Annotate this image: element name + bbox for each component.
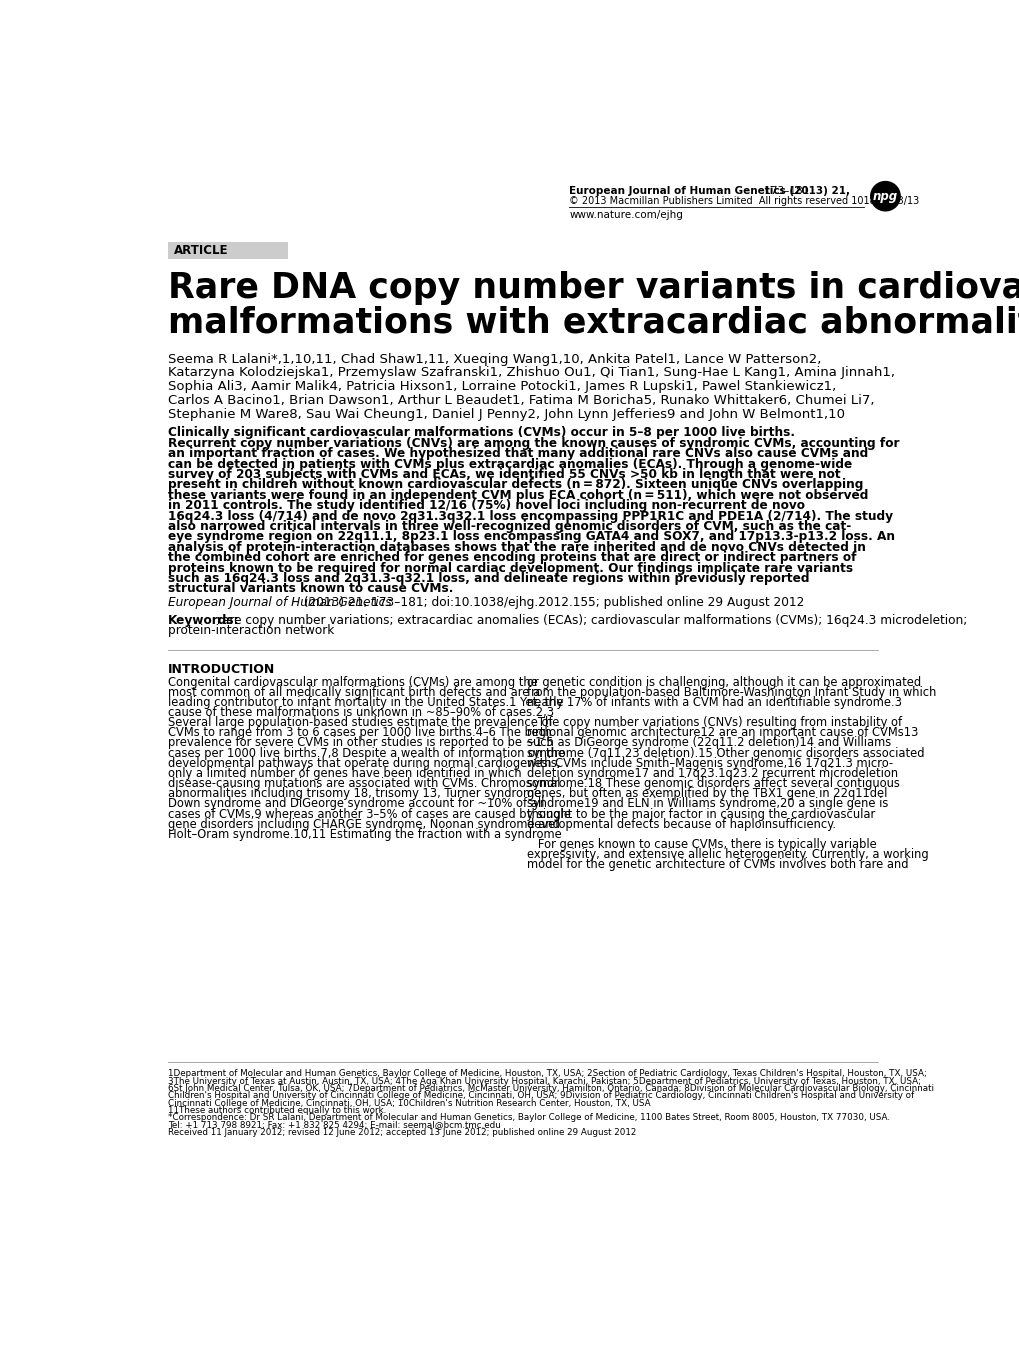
Text: Katarzyna Kolodziejska1, Przemyslaw Szafranski1, Zhishuo Ou1, Qi Tian1, Sung-Hae: Katarzyna Kolodziejska1, Przemyslaw Szaf… bbox=[168, 367, 894, 379]
Text: Sophia Ali3, Aamir Malik4, Patricia Hixson1, Lorraine Potocki1, James R Lupski1,: Sophia Ali3, Aamir Malik4, Patricia Hixs… bbox=[168, 381, 836, 393]
Text: syndrome (7q11.23 deletion).15 Other genomic disorders associated: syndrome (7q11.23 deletion).15 Other gen… bbox=[526, 746, 923, 760]
Text: Congenital cardiovascular malformations (CVMs) are among the: Congenital cardiovascular malformations … bbox=[168, 675, 537, 689]
Text: European Journal of Human Genetics: European Journal of Human Genetics bbox=[168, 595, 391, 609]
Text: such as DiGeorge syndrome (22q11.2 deletion)14 and Williams: such as DiGeorge syndrome (22q11.2 delet… bbox=[526, 737, 890, 750]
Text: For genes known to cause CVMs, there is typically variable: For genes known to cause CVMs, there is … bbox=[526, 839, 875, 851]
Text: regional genomic architecture12 are an important cause of CVMs13: regional genomic architecture12 are an i… bbox=[526, 726, 917, 739]
Text: expressivity, and extensive allelic heterogeneity. Currently, a working: expressivity, and extensive allelic hete… bbox=[526, 848, 927, 862]
Text: Keywords:: Keywords: bbox=[168, 614, 239, 626]
Text: thought to be the major factor in causing the cardiovascular: thought to be the major factor in causin… bbox=[526, 807, 874, 821]
Text: 6St John Medical Center, Tulsa, OK, USA; 7Department of Pediatrics, McMaster Uni: 6St John Medical Center, Tulsa, OK, USA;… bbox=[168, 1084, 932, 1093]
Text: nearly 17% of infants with a CVM had an identifiable syndrome.3: nearly 17% of infants with a CVM had an … bbox=[526, 696, 901, 709]
Text: ARTICLE: ARTICLE bbox=[174, 243, 228, 257]
Text: these variants were found in an independent CVM plus ECA cohort (n = 511), which: these variants were found in an independ… bbox=[168, 489, 867, 501]
Text: Tel: +1 713 798 8921; Fax: +1 832 825 4294; E-mail: seemal@bcm.tmc.edu: Tel: +1 713 798 8921; Fax: +1 832 825 42… bbox=[168, 1121, 500, 1129]
Text: Recurrent copy number variations (CNVs) are among the known causes of syndromic : Recurrent copy number variations (CNVs) … bbox=[168, 436, 899, 450]
Text: analysis of protein-interaction databases shows that the rare inherited and de n: analysis of protein-interaction database… bbox=[168, 541, 865, 553]
Text: Clinically significant cardiovascular malformations (CVMs) occur in 5–8 per 1000: Clinically significant cardiovascular ma… bbox=[168, 427, 794, 439]
Text: or genetic condition is challenging, although it can be approximated: or genetic condition is challenging, alt… bbox=[526, 675, 920, 689]
Text: disease-causing mutations are associated with CVMs. Chromosomal: disease-causing mutations are associated… bbox=[168, 777, 559, 790]
Text: Received 11 January 2012; revised 12 June 2012; accepted 13 June 2012; published: Received 11 January 2012; revised 12 Jun… bbox=[168, 1128, 636, 1137]
Text: most common of all medically significant birth defects and are a: most common of all medically significant… bbox=[168, 686, 539, 699]
Text: structural variants known to cause CVMs.: structural variants known to cause CVMs. bbox=[168, 583, 452, 595]
Text: gene disorders including CHARGE syndrome, Noonan syndrome and: gene disorders including CHARGE syndrome… bbox=[168, 818, 559, 830]
Text: malformations with extracardiac abnormalities: malformations with extracardiac abnormal… bbox=[168, 306, 1019, 340]
Text: 173–181: 173–181 bbox=[761, 186, 809, 196]
Circle shape bbox=[870, 182, 900, 211]
Text: genes, but often as exemplified by the TBX1 gene in 22q11del: genes, but often as exemplified by the T… bbox=[526, 787, 887, 800]
Text: *Correspondence: Dr SR Lalani, Department of Molecular and Human Genetics, Baylo: *Correspondence: Dr SR Lalani, Departmen… bbox=[168, 1113, 889, 1123]
Text: The copy number variations (CNVs) resulting from instability of: The copy number variations (CNVs) result… bbox=[526, 716, 901, 730]
Text: abnormalities including trisomy 18, trisomy 13, Turner syndrome,: abnormalities including trisomy 18, tris… bbox=[168, 787, 544, 800]
Text: © 2013 Macmillan Publishers Limited  All rights reserved 1018-4813/13: © 2013 Macmillan Publishers Limited All … bbox=[569, 196, 918, 205]
Text: European Journal of Human Genetics (2013) 21,: European Journal of Human Genetics (2013… bbox=[569, 186, 850, 196]
Text: eye syndrome region on 22q11.1, 8p23.1 loss encompassing GATA4 and SOX7, and 17p: eye syndrome region on 22q11.1, 8p23.1 l… bbox=[168, 530, 894, 544]
Text: Holt–Oram syndrome.10,11 Estimating the fraction with a syndrome: Holt–Oram syndrome.10,11 Estimating the … bbox=[168, 828, 561, 841]
Text: leading contributor to infant mortality in the United States.1 Yet, the: leading contributor to infant mortality … bbox=[168, 696, 562, 709]
Text: INTRODUCTION: INTRODUCTION bbox=[168, 663, 275, 677]
Text: 11These authors contributed equally to this work.: 11These authors contributed equally to t… bbox=[168, 1106, 385, 1114]
Text: also narrowed critical intervals in three well-recognized genomic disorders of C: also narrowed critical intervals in thre… bbox=[168, 520, 850, 533]
Text: in 2011 controls. The study identified 12/16 (75%) novel loci including non-recu: in 2011 controls. The study identified 1… bbox=[168, 499, 804, 512]
Text: 1Department of Molecular and Human Genetics, Baylor College of Medicine, Houston: 1Department of Molecular and Human Genet… bbox=[168, 1070, 926, 1079]
Text: proteins known to be required for normal cardiac development. Our findings impli: proteins known to be required for normal… bbox=[168, 561, 852, 575]
Text: www.nature.com/ejhg: www.nature.com/ejhg bbox=[569, 211, 683, 220]
Text: Several large population-based studies estimate the prevalence of: Several large population-based studies e… bbox=[168, 716, 552, 730]
Text: cause of these malformations is unknown in ~85–90% of cases.2,3: cause of these malformations is unknown … bbox=[168, 707, 553, 719]
Text: the combined cohort are enriched for genes encoding proteins that are direct or : the combined cohort are enriched for gen… bbox=[168, 552, 856, 564]
Text: Carlos A Bacino1, Brian Dawson1, Arthur L Beaudet1, Fatima M Boricha5, Runako Wh: Carlos A Bacino1, Brian Dawson1, Arthur … bbox=[168, 394, 873, 408]
Text: 3The University of Texas at Austin, Austin, TX, USA; 4The Aga Khan University Ho: 3The University of Texas at Austin, Aust… bbox=[168, 1076, 920, 1086]
Text: developmental pathways that operate during normal cardiogenesis,: developmental pathways that operate duri… bbox=[168, 757, 559, 769]
Text: Seema R Lalani*,1,10,11, Chad Shaw1,11, Xueqing Wang1,10, Ankita Patel1, Lance W: Seema R Lalani*,1,10,11, Chad Shaw1,11, … bbox=[168, 352, 820, 366]
Text: with CVMs include Smith–Magenis syndrome,16 17q21.3 micro-: with CVMs include Smith–Magenis syndrome… bbox=[526, 757, 892, 769]
Text: deletion syndrome17 and 17q23.1q23.2 recurrent microdeletion: deletion syndrome17 and 17q23.1q23.2 rec… bbox=[526, 766, 897, 780]
Text: cases per 1000 live births.7,8 Despite a wealth of information on the: cases per 1000 live births.7,8 Despite a… bbox=[168, 746, 565, 760]
FancyBboxPatch shape bbox=[168, 242, 287, 258]
Text: CVMs to range from 3 to 6 cases per 1000 live births.4–6 The birth: CVMs to range from 3 to 6 cases per 1000… bbox=[168, 726, 551, 739]
Text: can be detected in patients with CVMs plus extracardiac anomalies (ECAs). Throug: can be detected in patients with CVMs pl… bbox=[168, 458, 851, 470]
Text: Stephanie M Ware8, Sau Wai Cheung1, Daniel J Penny2, John Lynn Jefferies9 and Jo: Stephanie M Ware8, Sau Wai Cheung1, Dani… bbox=[168, 408, 844, 421]
Text: from the population-based Baltimore-Washington Infant Study in which: from the population-based Baltimore-Wash… bbox=[526, 686, 935, 699]
Text: npg: npg bbox=[872, 190, 897, 202]
Text: developmental defects because of haploinsufficiency.: developmental defects because of haploin… bbox=[526, 818, 835, 830]
Text: survey of 203 subjects with CVMs and ECAs, we identified 55 CNVs >50 kb in lengt: survey of 203 subjects with CVMs and ECA… bbox=[168, 467, 840, 481]
Text: cases of CVMs,9 whereas another 3–5% of cases are caused by single: cases of CVMs,9 whereas another 3–5% of … bbox=[168, 807, 571, 821]
Text: prevalence for severe CVMs in other studies is reported to be ~1.5: prevalence for severe CVMs in other stud… bbox=[168, 737, 552, 750]
Text: syndrome.18 These genomic disorders affect several contiguous: syndrome.18 These genomic disorders affe… bbox=[526, 777, 899, 790]
Text: syndrome19 and ELN in Williams syndrome,20 a single gene is: syndrome19 and ELN in Williams syndrome,… bbox=[526, 798, 888, 810]
Text: Cincinnati College of Medicine, Cincinnati, OH, USA; 10Children's Nutrition Rese: Cincinnati College of Medicine, Cincinna… bbox=[168, 1098, 650, 1108]
Text: an important fraction of cases. We hypothesized that many additional rare CNVs a: an important fraction of cases. We hypot… bbox=[168, 447, 867, 461]
Text: rare copy number variations; extracardiac anomalies (ECAs); cardiovascular malfo: rare copy number variations; extracardia… bbox=[213, 614, 966, 626]
Text: present in children without known cardiovascular defects (n = 872). Sixteen uniq: present in children without known cardio… bbox=[168, 478, 862, 492]
Text: model for the genetic architecture of CVMs involves both rare and: model for the genetic architecture of CV… bbox=[526, 859, 907, 871]
Text: only a limited number of genes have been identified in which: only a limited number of genes have been… bbox=[168, 766, 521, 780]
Text: 16q24.3 loss (4/714) and de novo 2q31.3q32.1 loss encompassing PPP1R1C and PDE1A: 16q24.3 loss (4/714) and de novo 2q31.3q… bbox=[168, 510, 892, 523]
Text: Down syndrome and DiGeorge syndrome account for ~10% of all: Down syndrome and DiGeorge syndrome acco… bbox=[168, 798, 544, 810]
Text: (2013) 21, 173–181; doi:10.1038/ejhg.2012.155; published online 29 August 2012: (2013) 21, 173–181; doi:10.1038/ejhg.201… bbox=[300, 595, 803, 609]
Text: such as 16q24.3 loss and 2q31.3-q32.1 loss, and delineate regions within previou: such as 16q24.3 loss and 2q31.3-q32.1 lo… bbox=[168, 572, 808, 584]
Text: Children's Hospital and University of Cincinnati College of Medicine, Cincinnati: Children's Hospital and University of Ci… bbox=[168, 1091, 913, 1101]
Text: protein-interaction network: protein-interaction network bbox=[168, 624, 334, 637]
Text: Rare DNA copy number variants in cardiovascular: Rare DNA copy number variants in cardiov… bbox=[168, 270, 1019, 304]
